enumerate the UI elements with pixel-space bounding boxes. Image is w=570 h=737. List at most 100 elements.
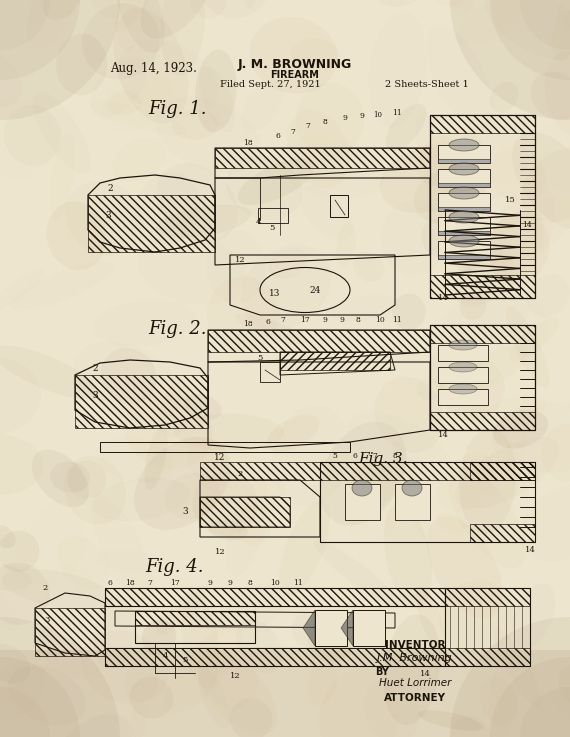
- Text: ATTORNEY: ATTORNEY: [384, 693, 446, 703]
- Ellipse shape: [459, 427, 516, 534]
- Ellipse shape: [418, 136, 457, 186]
- Text: 12: 12: [230, 672, 241, 680]
- Ellipse shape: [439, 581, 516, 654]
- Text: 5: 5: [332, 452, 337, 460]
- Bar: [438, 255, 490, 259]
- Ellipse shape: [0, 0, 80, 80]
- Bar: [105, 588, 445, 606]
- Text: 2: 2: [107, 184, 113, 192]
- Ellipse shape: [545, 51, 570, 135]
- Ellipse shape: [279, 501, 330, 595]
- Ellipse shape: [508, 318, 560, 363]
- Ellipse shape: [156, 205, 251, 238]
- Bar: [105, 648, 445, 666]
- Text: 5: 5: [257, 354, 263, 362]
- Text: Filed Sept. 27, 1921: Filed Sept. 27, 1921: [220, 80, 321, 89]
- Text: 3: 3: [44, 616, 50, 624]
- Text: 7: 7: [280, 316, 286, 324]
- Ellipse shape: [165, 624, 242, 713]
- Text: 17: 17: [170, 579, 180, 587]
- Ellipse shape: [490, 0, 570, 80]
- Bar: [430, 325, 535, 343]
- Bar: [438, 241, 490, 259]
- Text: 12: 12: [214, 453, 226, 461]
- Ellipse shape: [449, 211, 479, 223]
- Text: 3: 3: [182, 508, 188, 517]
- Ellipse shape: [434, 130, 491, 196]
- Ellipse shape: [542, 424, 570, 482]
- Bar: [430, 115, 535, 133]
- Bar: [438, 193, 490, 211]
- Ellipse shape: [142, 619, 176, 654]
- Bar: [260, 362, 280, 382]
- Ellipse shape: [0, 0, 120, 120]
- Ellipse shape: [308, 662, 337, 705]
- Text: 18: 18: [243, 320, 253, 328]
- Ellipse shape: [449, 139, 479, 151]
- Bar: [0, 650, 570, 737]
- Ellipse shape: [267, 414, 320, 452]
- Bar: [430, 412, 535, 430]
- Bar: [445, 588, 530, 606]
- Ellipse shape: [47, 201, 107, 270]
- Ellipse shape: [383, 615, 441, 725]
- Text: 10: 10: [270, 579, 280, 587]
- Bar: [430, 275, 535, 298]
- Ellipse shape: [449, 340, 477, 350]
- Bar: [438, 183, 490, 187]
- Bar: [395, 484, 430, 520]
- Ellipse shape: [56, 34, 107, 95]
- Text: 18: 18: [125, 579, 135, 587]
- Bar: [280, 352, 390, 370]
- Ellipse shape: [353, 251, 384, 282]
- Text: 7: 7: [148, 579, 152, 587]
- Text: 2: 2: [237, 470, 243, 478]
- Bar: [215, 148, 430, 168]
- Ellipse shape: [402, 480, 422, 496]
- Ellipse shape: [439, 355, 504, 421]
- Bar: [330, 195, 348, 217]
- Text: 3: 3: [105, 211, 111, 220]
- Text: 14: 14: [438, 294, 449, 302]
- Ellipse shape: [490, 82, 518, 113]
- Text: 12: 12: [235, 256, 245, 264]
- Ellipse shape: [124, 391, 213, 469]
- Text: 7: 7: [291, 128, 295, 136]
- Text: 24: 24: [310, 285, 321, 295]
- Ellipse shape: [416, 586, 445, 650]
- Text: Fig. 2.: Fig. 2.: [148, 320, 206, 338]
- Ellipse shape: [427, 516, 503, 618]
- Ellipse shape: [0, 433, 43, 495]
- Ellipse shape: [450, 0, 570, 120]
- Ellipse shape: [144, 427, 168, 490]
- Text: 14: 14: [524, 546, 535, 554]
- Ellipse shape: [0, 346, 99, 399]
- Text: 3: 3: [92, 391, 98, 399]
- Text: 10: 10: [373, 111, 382, 119]
- Ellipse shape: [0, 531, 39, 572]
- Bar: [438, 207, 490, 211]
- Ellipse shape: [82, 4, 160, 80]
- Ellipse shape: [235, 314, 307, 344]
- Ellipse shape: [50, 461, 90, 492]
- Ellipse shape: [512, 132, 570, 230]
- Text: 8: 8: [323, 118, 327, 126]
- Ellipse shape: [450, 617, 570, 737]
- Ellipse shape: [449, 362, 477, 372]
- Text: 6: 6: [108, 579, 112, 587]
- Ellipse shape: [308, 619, 353, 663]
- Ellipse shape: [385, 104, 426, 151]
- Ellipse shape: [129, 677, 174, 719]
- Ellipse shape: [250, 17, 338, 94]
- Text: 4: 4: [162, 652, 168, 660]
- Text: Fig. 1.: Fig. 1.: [148, 100, 206, 118]
- Bar: [470, 524, 535, 542]
- Text: Aug. 14, 1923.: Aug. 14, 1923.: [110, 62, 197, 75]
- Ellipse shape: [115, 0, 164, 53]
- Ellipse shape: [296, 83, 364, 157]
- Text: 8: 8: [393, 452, 397, 460]
- Text: FIREARM: FIREARM: [271, 70, 319, 80]
- Ellipse shape: [0, 657, 80, 737]
- Text: 14: 14: [438, 431, 449, 439]
- Text: 9: 9: [207, 579, 213, 587]
